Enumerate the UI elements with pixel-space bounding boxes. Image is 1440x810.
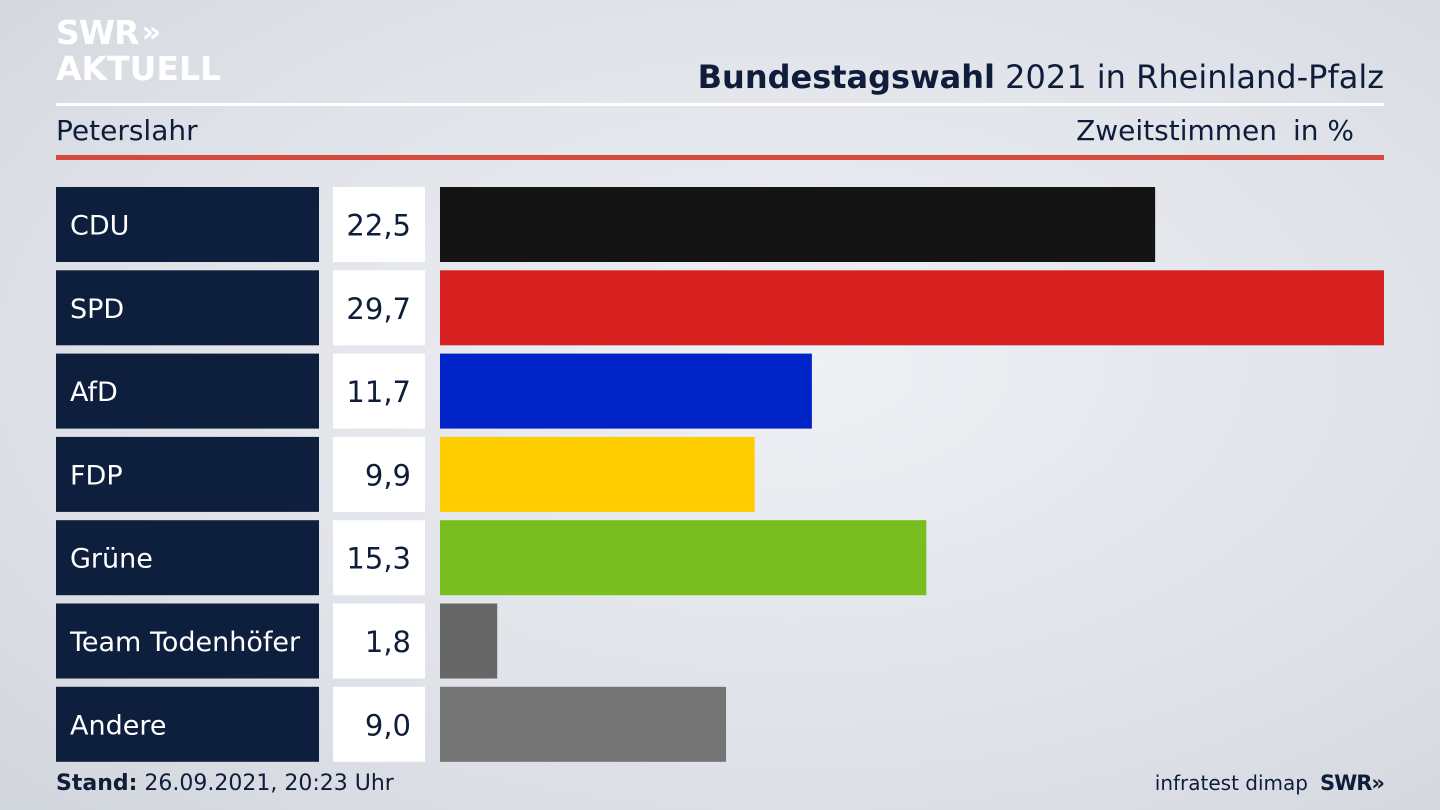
value-box [333, 187, 425, 262]
party-label-box [56, 520, 319, 596]
page-title: Bundestagswahl 2021 in Rheinland-Pfalz [698, 58, 1384, 96]
value-label: 1,8 [365, 625, 411, 659]
party-label: Grüne [70, 544, 153, 575]
title-rest: 2021 in Rheinland-Pfalz [995, 58, 1384, 96]
value-label: 15,3 [346, 542, 411, 576]
party-label-box [56, 686, 319, 762]
value-label: 29,7 [346, 292, 411, 326]
logo-aktuell-text: AKTUELL [56, 49, 222, 88]
value-label: 9,9 [365, 458, 411, 492]
party-label-box [56, 353, 319, 429]
bar [440, 353, 812, 429]
party-label-box [56, 436, 319, 512]
source-credit: infratest dimap SWR» [1154, 771, 1385, 795]
party-label-box [56, 603, 319, 679]
bar [440, 436, 755, 512]
value-label: 22,5 [346, 209, 411, 243]
stand-value: 26.09.2021, 20:23 Uhr [137, 771, 394, 796]
bar [440, 270, 1384, 346]
value-box [333, 353, 425, 429]
party-label: FDP [70, 460, 123, 491]
logo-swr-text: SWR [56, 13, 140, 52]
value-label: 11,7 [346, 375, 411, 409]
party-label: AfD [70, 377, 118, 408]
vote-type-label: Zweitstimmen [1076, 114, 1277, 147]
party-label: SPD [70, 294, 124, 325]
party-label: Team Todenhöfer [69, 627, 301, 658]
party-label-box [56, 270, 319, 346]
bar [440, 686, 727, 762]
party-label: CDU [70, 211, 129, 242]
party-label-box [56, 187, 319, 262]
value-box [333, 603, 425, 679]
party-label: Andere [70, 710, 166, 741]
source-label: infratest dimap [1154, 771, 1308, 795]
stand-label: Stand: [56, 771, 138, 796]
bar [440, 187, 1156, 262]
value-box [333, 436, 425, 512]
value-label: 9,0 [365, 708, 411, 742]
value-box [333, 270, 425, 346]
accent-divider [56, 155, 1384, 160]
unit-label: in % [1292, 114, 1354, 147]
value-box [333, 686, 425, 762]
location-label: Peterslahr [56, 114, 198, 147]
swr-aktuell-logo: SWR» AKTUELL [56, 16, 221, 85]
title-bold: Bundestagswahl [697, 58, 995, 96]
bar [440, 520, 927, 596]
swr-brand-logo: SWR» [1319, 771, 1385, 795]
value-box [333, 520, 425, 596]
header-divider [56, 103, 1384, 106]
bar [440, 603, 498, 679]
timestamp: Stand: 26.09.2021, 20:23 Uhr [56, 771, 394, 796]
